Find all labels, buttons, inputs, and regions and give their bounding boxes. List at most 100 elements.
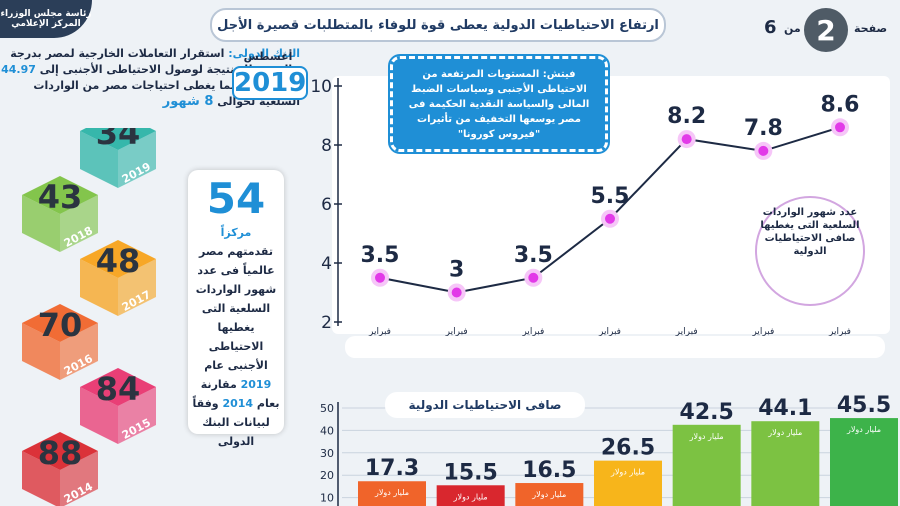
logo-line1: رئاسة مجلس الوزراء	[0, 9, 92, 19]
world-bank-months: 8 شهور	[162, 94, 214, 109]
data-label-2014: 3.5	[361, 243, 400, 268]
rank-desc2: مقارنة بعام	[200, 378, 280, 410]
page-indicator: 6 من 2 صفحة	[676, 8, 900, 52]
x-month-label: فبراير	[368, 327, 391, 337]
rank-block-right	[118, 387, 156, 444]
rank-block-left	[80, 259, 118, 316]
bar-unit-label: مليار دولار	[689, 432, 724, 441]
reserves-bar-chart: 10 20 30 40 50 17.3 مليار دولار 15.5 مليار دولار…	[320, 393, 898, 506]
bar-y-tick-label: 20	[320, 469, 334, 482]
bar-value-2015: 15.5	[444, 460, 498, 485]
logo-line2: المركز الإعلامي	[11, 19, 81, 29]
rank-block-value: 48	[96, 242, 141, 280]
data-point-2018	[681, 134, 692, 145]
rank-block-value: 84	[96, 370, 141, 408]
rank-unit: مركزاً	[220, 226, 252, 239]
bar-2020	[830, 418, 898, 506]
x-month-label: فبراير	[445, 327, 468, 337]
data-label-2017: 5.5	[591, 184, 630, 209]
rank-block-left	[22, 323, 60, 380]
rank-card: 54 مركزاً تقدمتهم مصر عالمياً فى عدد شهو…	[188, 170, 284, 448]
rank-year-a: 2019	[240, 378, 272, 391]
rank-block-right	[118, 131, 156, 188]
bar-value-2019: 44.1	[758, 396, 812, 421]
page-of-label: من	[784, 22, 801, 35]
rank-block-top	[80, 128, 156, 150]
bar-2019	[751, 421, 820, 506]
page-total: 6	[764, 17, 777, 38]
world-bank-source: البنك الدولى:	[228, 47, 300, 60]
date-year: 2019	[232, 66, 308, 100]
bar-unit-label: مليار دولار	[374, 488, 409, 497]
x-month-label: فبراير	[828, 327, 851, 337]
rank-block-left	[80, 131, 118, 188]
bar-unit-label: مليار دولار	[846, 425, 881, 434]
rank-block-right	[60, 451, 98, 506]
bar-unit-label: مليار دولار	[531, 490, 566, 499]
data-label-2015: 3	[449, 258, 464, 283]
bar-value-2014: 17.3	[365, 456, 419, 481]
bar-y-tick-label: 50	[320, 402, 334, 415]
page-title: ارتفاع الاحتياطيات الدولية يعطى قوة للوف…	[210, 8, 666, 42]
bar-y-tick-label: 30	[320, 447, 334, 460]
data-label-2016: 3.5	[514, 243, 553, 268]
page-word-label: صفحة	[854, 22, 888, 35]
data-point-2016	[528, 272, 539, 283]
bar-2014	[358, 481, 426, 506]
bar-2017	[594, 460, 662, 506]
bar-value-2017: 26.5	[601, 436, 655, 461]
bar-chart-title: صافى الاحتياطيات الدولية	[385, 392, 585, 418]
rank-block-value: 34	[96, 128, 141, 152]
data-label-2018: 8.2	[667, 104, 706, 129]
bar-value-2020: 45.5	[837, 393, 891, 418]
world-bank-note: البنك الدولى: استقرار التعاملات الخارجية…	[0, 46, 300, 128]
bar-unit-label: مليار دولار	[767, 428, 802, 437]
y-tick-label: 10	[310, 77, 332, 97]
rank-block-right	[118, 259, 156, 316]
bar-value-2016: 16.5	[522, 458, 576, 483]
data-label-2020: 8.6	[821, 92, 860, 117]
rank-block-value: 70	[38, 306, 83, 344]
bar-2018	[672, 424, 741, 506]
rank-block-left	[22, 451, 60, 506]
rank-block-left	[80, 387, 118, 444]
rank-desc3: وفقاً لبيانات البنك الدولى	[192, 397, 270, 448]
year-strip	[345, 336, 885, 358]
rank-block-value: 88	[38, 434, 83, 472]
date-month: أغسطس	[243, 50, 293, 63]
y-tick-label: 8	[321, 136, 332, 156]
rank-block-value: 43	[38, 178, 83, 216]
fitch-quote: فيتش: المستويات المرتفعة من الاحتياطى ال…	[388, 54, 610, 154]
page-number-badge: 2	[804, 8, 848, 52]
data-label-2019: 7.8	[744, 116, 783, 141]
data-point-2017	[605, 213, 615, 224]
x-month-label: فبراير	[521, 327, 544, 337]
bar-y-tick-label: 10	[320, 492, 334, 505]
data-point-2014	[375, 272, 385, 283]
x-month-label: فبراير	[751, 327, 774, 337]
y-tick-label: 2	[321, 313, 332, 333]
date-badge: أغسطس 2019	[232, 50, 308, 102]
x-month-label: فبراير	[598, 327, 621, 337]
data-point-2019	[758, 145, 769, 156]
rank-block-right	[60, 195, 98, 252]
bar-unit-label: مليار دولار	[610, 468, 645, 477]
rank-desc1: تقدمتهم مصر عالمياً فى عدد شهور الواردات…	[195, 245, 277, 372]
y-tick-label: 6	[321, 195, 332, 215]
bar-2015	[436, 485, 505, 506]
bar-2016	[515, 483, 584, 506]
x-month-label: فبراير	[675, 327, 698, 337]
rank-block-left	[22, 195, 60, 252]
rank-block-right	[60, 323, 98, 380]
rank-value: 54	[206, 174, 266, 223]
y-tick-label: 4	[321, 254, 332, 274]
bar-value-2018: 42.5	[680, 400, 734, 425]
bar-unit-label: مليار دولار	[453, 492, 488, 501]
